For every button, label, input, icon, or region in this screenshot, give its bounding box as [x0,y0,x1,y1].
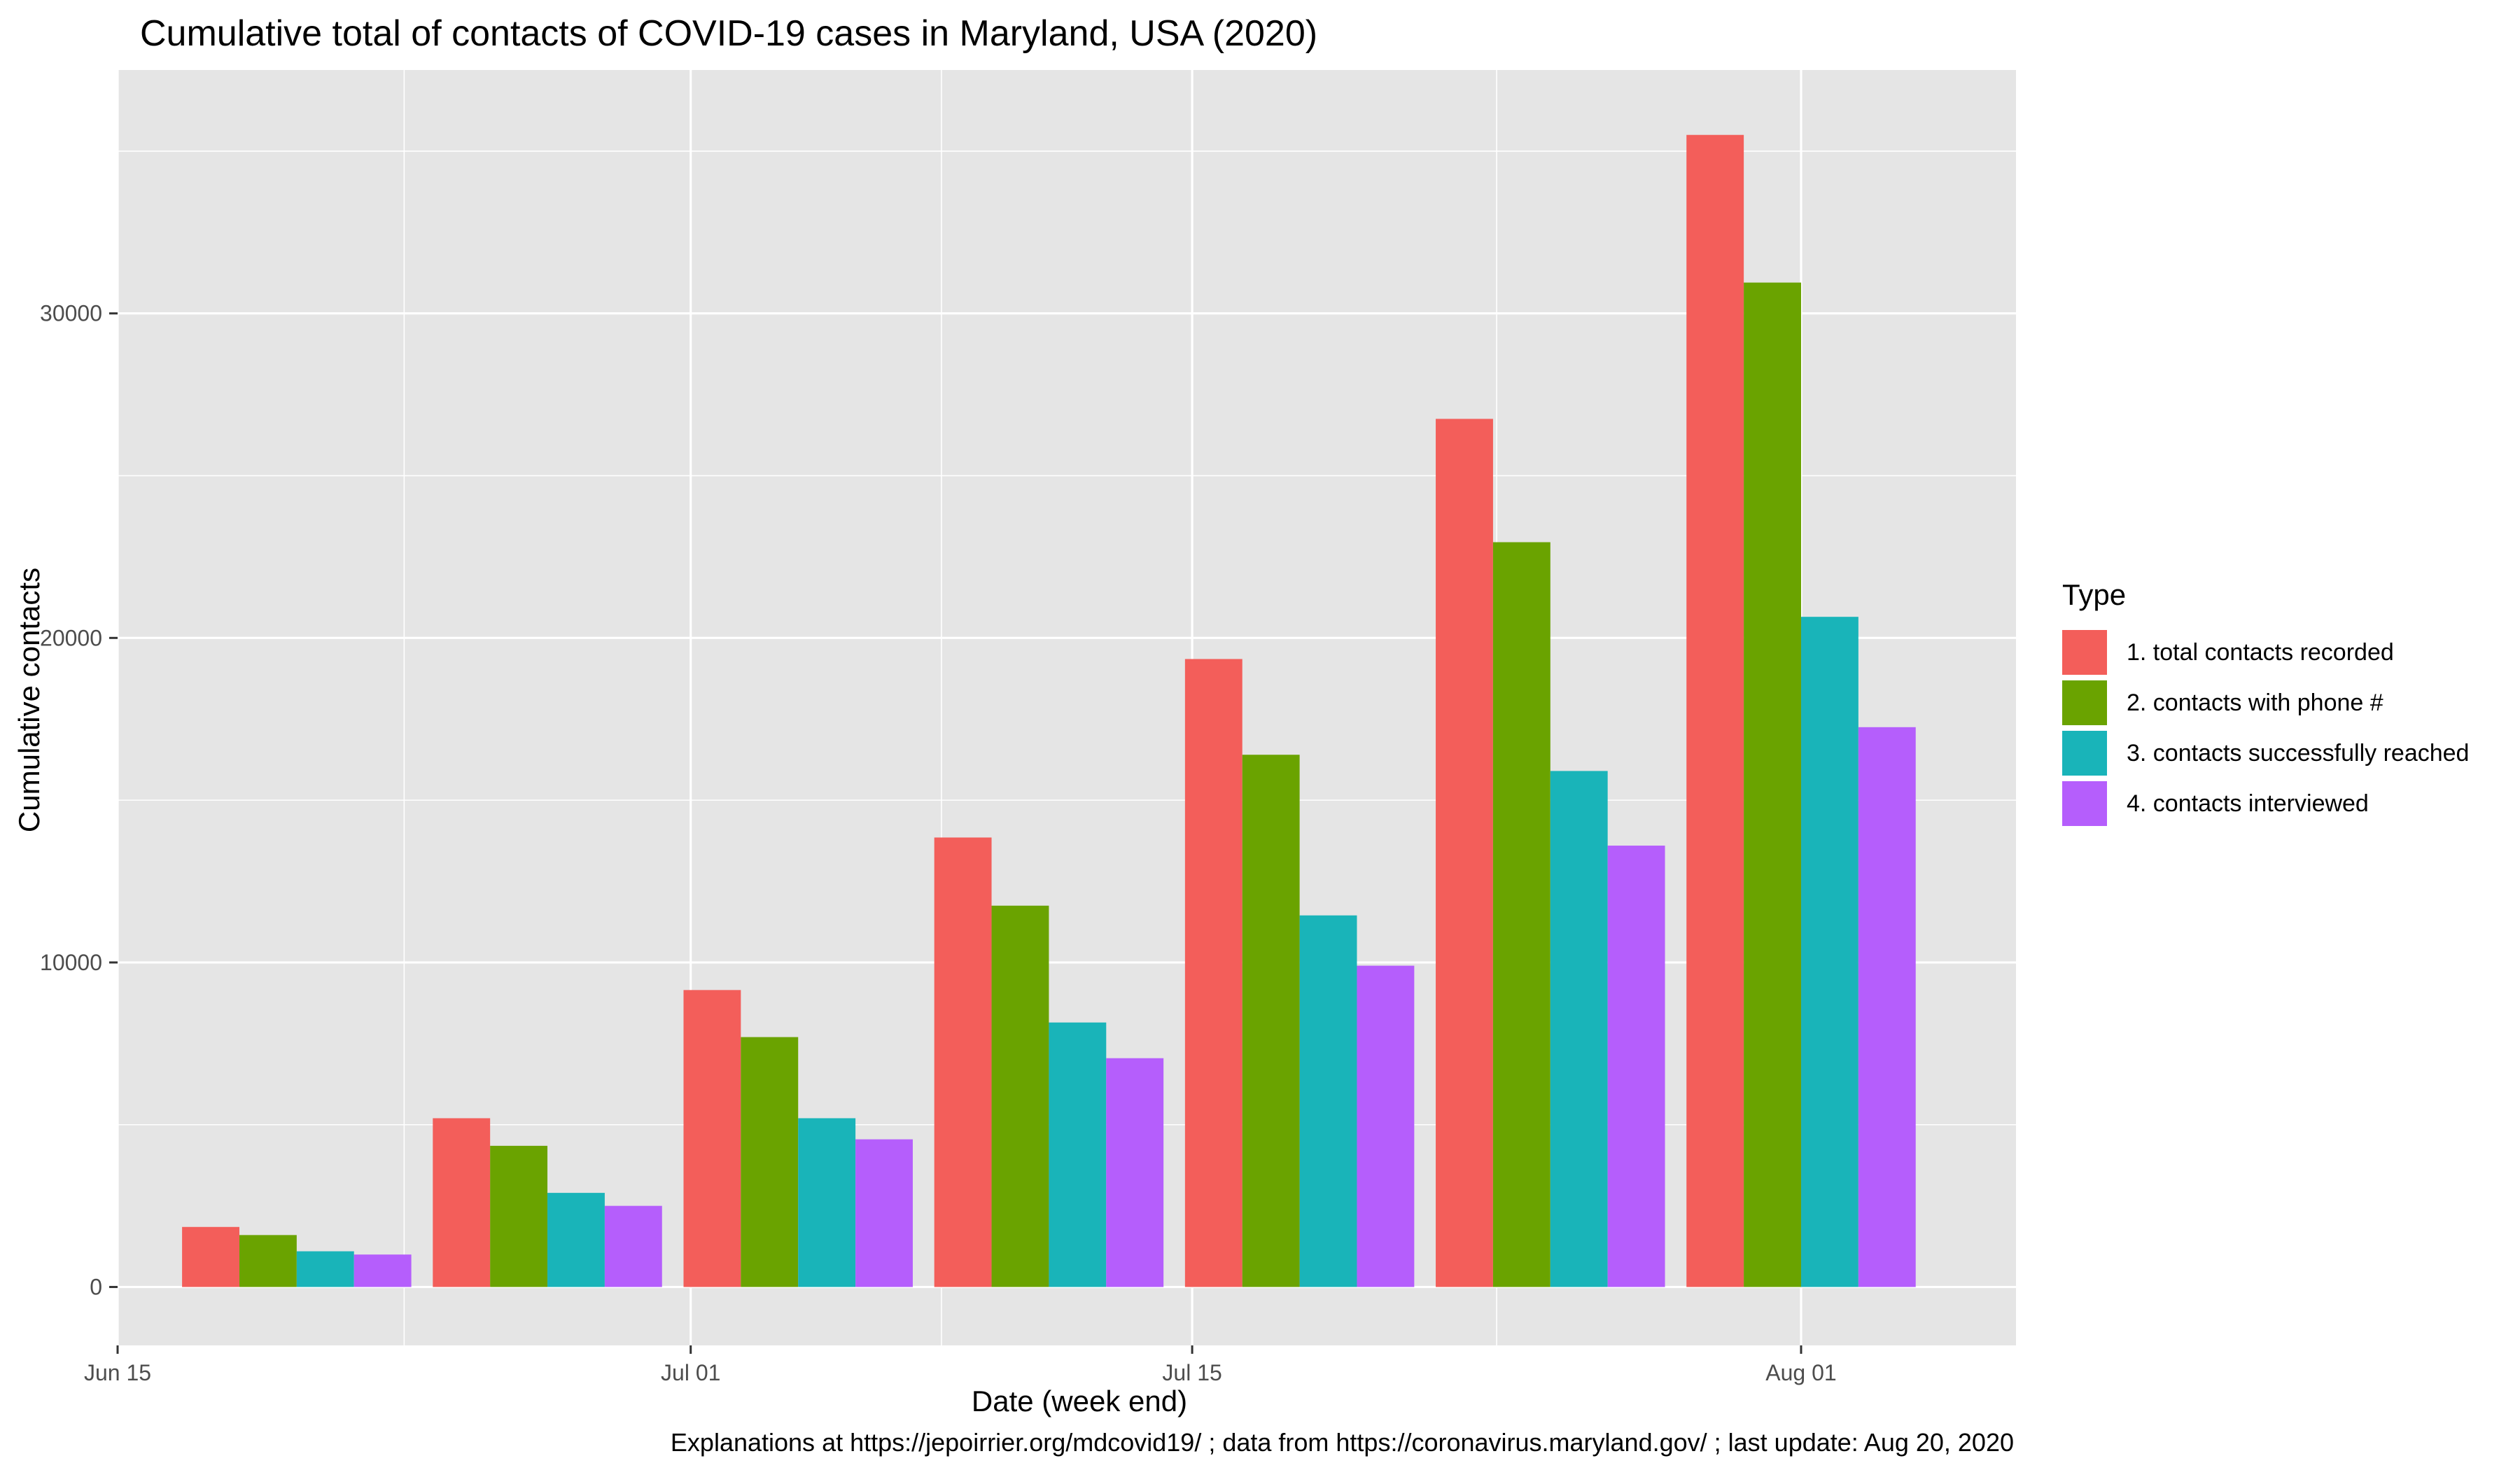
x-axis: Jun 15 Jul 01 Jul 15 Aug 01 [84,1345,1837,1385]
bar [296,1251,354,1287]
bar [1607,846,1665,1287]
x-tick-label: Aug 01 [1765,1360,1836,1385]
y-tick-label: 20000 [40,625,102,650]
bar [490,1145,548,1287]
bar [1184,659,1242,1287]
legend-item: 3. contacts successfully reached [2062,728,2469,778]
legend: Type 1. total contacts recorded 2. conta… [2062,578,2469,829]
bar [182,1226,239,1287]
bar [1686,134,1744,1287]
bar [239,1235,297,1287]
bar [1357,965,1415,1287]
legend-title: Type [2062,578,2127,611]
bar [1049,1022,1107,1287]
y-tick-label: 30000 [40,301,102,326]
chart-title: Cumulative total of contacts of COVID-19… [140,13,1318,54]
legend-swatch-total-contacts [2062,630,2107,675]
legend-item: 2. contacts with phone # [2062,678,2469,728]
legend-swatch-contacts-reached [2062,731,2107,776]
y-tick-label: 0 [90,1275,102,1300]
caption: Explanations at https://jepoirrier.org/m… [670,1428,2014,1457]
bar [798,1118,856,1287]
bar [855,1139,913,1287]
bar [433,1118,491,1287]
x-tick-label: Jul 01 [661,1360,720,1385]
bar [1492,542,1550,1287]
bar [547,1193,605,1287]
x-axis-title: Date (week end) [971,1385,1188,1418]
bar [741,1037,799,1287]
legend-label: 4. contacts interviewed [2127,790,2369,817]
legend-item: 4. contacts interviewed [2062,778,2469,829]
bar [354,1254,412,1287]
bar-series [182,134,1916,1287]
bar [934,837,992,1287]
legend-swatch-contacts-with-phone [2062,680,2107,725]
bar [1106,1058,1164,1287]
y-axis: 0 10000 20000 30000 [40,301,118,1300]
legend-label: 1. total contacts recorded [2127,638,2394,666]
x-tick-label: Jul 15 [1162,1360,1222,1385]
legend-label: 3. contacts successfully reached [2127,739,2470,766]
y-axis-title: Cumulative contacts [13,567,46,833]
bar [1858,727,1916,1287]
bar [1744,282,1801,1287]
bar [1800,617,1858,1287]
bar [604,1205,662,1287]
legend-item: 1. total contacts recorded [2062,627,2469,678]
bar [1436,419,1493,1287]
legend-label: 2. contacts with phone # [2127,689,2384,716]
bar [683,990,741,1287]
bar [1550,771,1608,1287]
bar [1242,755,1300,1287]
y-tick-label: 10000 [40,950,102,975]
bar [991,905,1049,1287]
x-tick-label: Jun 15 [84,1360,151,1385]
legend-swatch-contacts-interviewed [2062,781,2107,826]
bar [1299,915,1357,1287]
